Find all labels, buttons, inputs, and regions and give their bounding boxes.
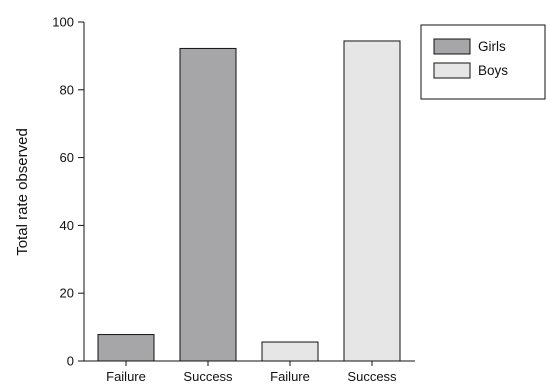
y-tick-label: 40 (60, 218, 74, 233)
legend-label-boys: Boys (478, 63, 508, 78)
bar-boys-failure (261, 341, 319, 362)
bar-girls-success (179, 47, 237, 362)
x-tick-label: Success (183, 369, 233, 384)
y-tick-label: 60 (60, 150, 74, 165)
legend: Girls Boys (420, 24, 546, 100)
x-ticks: Failure Success Failure Success (106, 361, 397, 384)
legend-box (420, 24, 546, 100)
x-tick-label: Failure (270, 369, 310, 384)
legend-swatch-boys (433, 62, 471, 79)
y-ticks: 0 20 40 60 80 100 (52, 15, 84, 369)
legend-swatch-girls (433, 38, 471, 55)
x-tick-label: Success (347, 369, 397, 384)
bar-girls-failure (97, 334, 155, 362)
x-tick-label: Failure (106, 369, 146, 384)
legend-entries: Girls Boys (433, 38, 508, 79)
bars (97, 40, 401, 362)
y-axis-label: Total rate observed (14, 128, 31, 256)
y-tick-label: 20 (60, 286, 74, 301)
y-tick-label: 80 (60, 82, 74, 97)
y-tick-label: 100 (52, 15, 74, 30)
legend-label-girls: Girls (478, 39, 506, 54)
bar-boys-success (343, 40, 401, 362)
y-tick-label: 0 (67, 354, 74, 369)
